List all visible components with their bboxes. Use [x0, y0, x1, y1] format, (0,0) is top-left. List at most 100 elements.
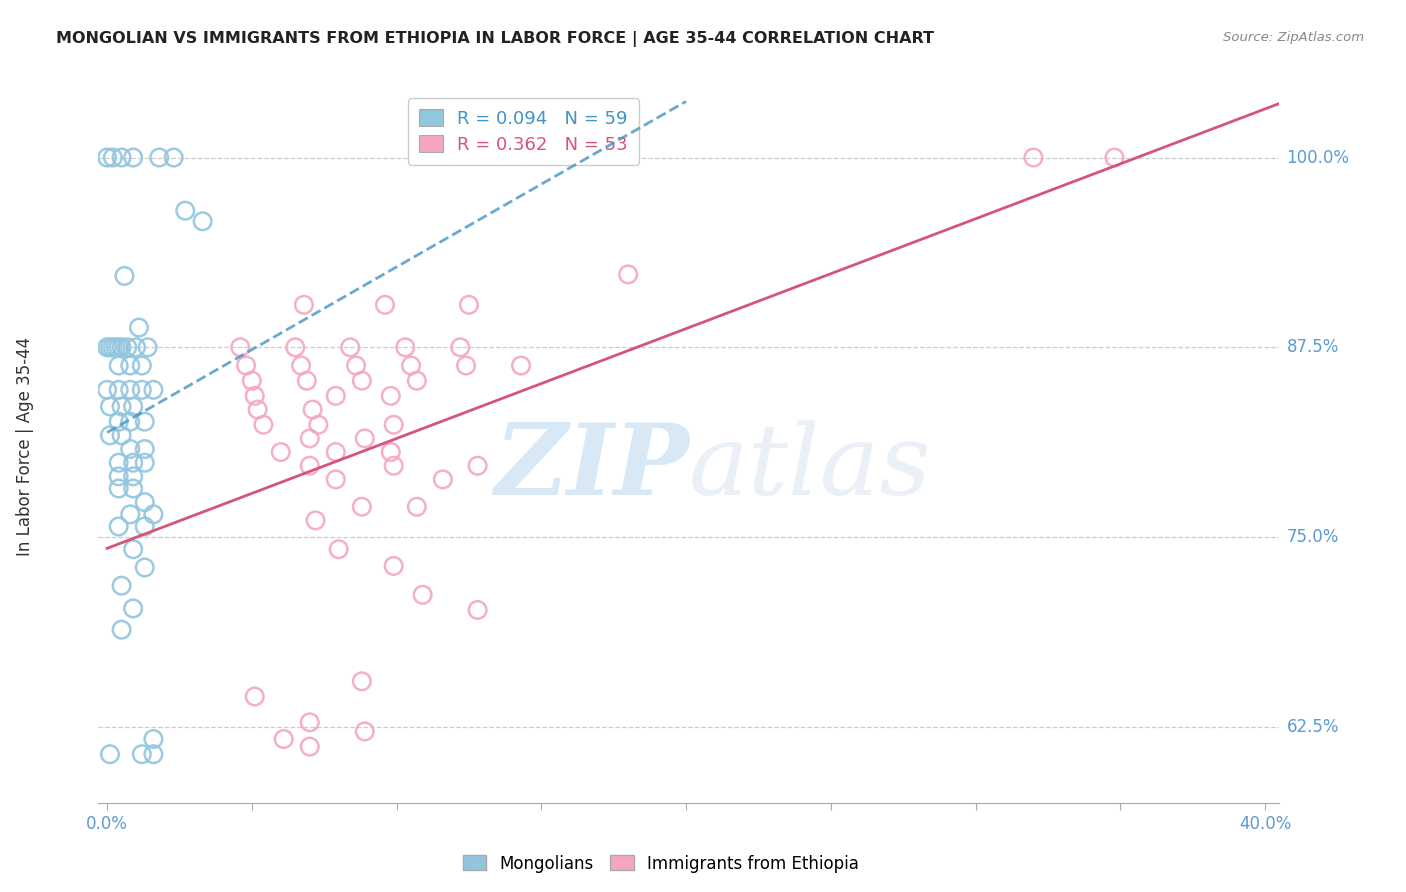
Point [325, 445, 347, 459]
Point [344, 359, 367, 373]
Point [325, 472, 347, 486]
Point [122, 601, 145, 615]
Point [467, 458, 489, 473]
Point [235, 359, 257, 373]
Point [134, 495, 156, 509]
Point [350, 500, 373, 514]
Point [350, 674, 373, 689]
Point [325, 389, 347, 403]
Point [134, 456, 156, 470]
Point [101, 340, 124, 354]
Legend: R = 0.094   N = 59, R = 0.362   N = 53: R = 0.094 N = 59, R = 0.362 N = 53 [409, 98, 638, 165]
Text: In Labor Force | Age 35-44: In Labor Force | Age 35-44 [17, 336, 34, 556]
Point [380, 389, 402, 403]
Point [405, 500, 427, 514]
Point [1104, 151, 1126, 165]
Point [110, 340, 132, 354]
Point [98, 747, 121, 762]
Point [350, 374, 373, 388]
Point [243, 389, 266, 403]
Point [98, 428, 121, 442]
Point [229, 340, 252, 354]
Point [122, 482, 145, 496]
Point [120, 359, 142, 373]
Point [454, 359, 477, 373]
Point [107, 340, 129, 354]
Point [270, 445, 292, 459]
Point [122, 400, 145, 414]
Point [374, 298, 396, 312]
Point [110, 400, 132, 414]
Point [353, 724, 375, 739]
Point [110, 623, 132, 637]
Point [394, 340, 416, 354]
Point [458, 298, 481, 312]
Point [134, 415, 156, 429]
Point [290, 359, 312, 373]
Point [292, 298, 315, 312]
Point [246, 402, 269, 417]
Point [174, 203, 197, 218]
Point [107, 383, 129, 397]
Point [117, 340, 139, 354]
Point [142, 383, 165, 397]
Point [339, 340, 361, 354]
Point [110, 151, 132, 165]
Point [307, 417, 329, 432]
Point [449, 340, 471, 354]
Point [148, 151, 170, 165]
Point [98, 400, 121, 414]
Point [110, 428, 132, 442]
Point [134, 519, 156, 533]
Point [125, 340, 148, 354]
Point [134, 560, 156, 574]
Point [467, 603, 489, 617]
Point [142, 747, 165, 762]
Point [128, 320, 150, 334]
Point [122, 151, 145, 165]
Point [107, 415, 129, 429]
Point [107, 359, 129, 373]
Text: 100.0%: 100.0% [1286, 149, 1350, 167]
Point [134, 442, 156, 456]
Point [191, 214, 214, 228]
Point [617, 268, 640, 282]
Point [382, 417, 405, 432]
Point [142, 508, 165, 522]
Point [120, 383, 142, 397]
Point [243, 690, 266, 704]
Point [142, 732, 165, 747]
Point [131, 359, 153, 373]
Point [382, 558, 405, 573]
Point [353, 431, 375, 445]
Point [136, 340, 159, 354]
Text: 75.0%: 75.0% [1286, 528, 1339, 546]
Point [252, 417, 274, 432]
Point [96, 151, 118, 165]
Point [96, 340, 118, 354]
Point [98, 340, 121, 354]
Point [131, 383, 153, 397]
Point [120, 442, 142, 456]
Text: 62.5%: 62.5% [1286, 718, 1339, 736]
Point [120, 415, 142, 429]
Point [284, 340, 307, 354]
Point [110, 579, 132, 593]
Point [298, 739, 321, 754]
Point [510, 359, 533, 373]
Point [240, 374, 263, 388]
Point [122, 456, 145, 470]
Point [298, 431, 321, 445]
Point [107, 519, 129, 533]
Point [122, 469, 145, 483]
Point [101, 151, 124, 165]
Point [380, 445, 402, 459]
Point [432, 472, 454, 486]
Point [131, 747, 153, 762]
Point [412, 588, 434, 602]
Point [107, 469, 129, 483]
Text: 87.5%: 87.5% [1286, 338, 1339, 356]
Point [107, 482, 129, 496]
Point [301, 402, 323, 417]
Point [298, 715, 321, 730]
